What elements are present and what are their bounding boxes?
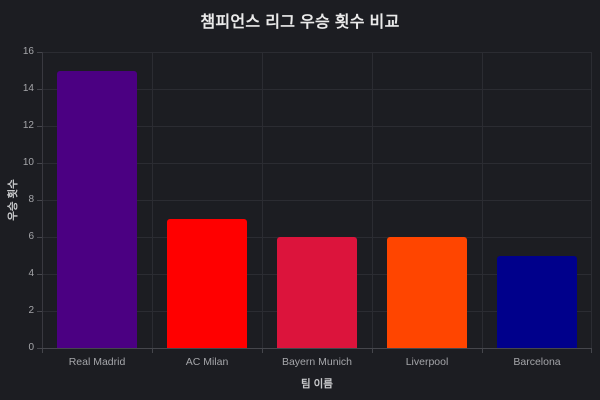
x-tick-mark [591, 349, 592, 353]
bar-liverpool [387, 237, 467, 348]
x-tick-label: Real Madrid [68, 356, 126, 368]
y-tick-mark [37, 89, 42, 90]
bar-ac-milan [167, 218, 247, 348]
x-tick-label: AC Milan [185, 356, 229, 368]
y-tick-mark [37, 311, 42, 312]
gridline-vertical [152, 52, 153, 348]
bar-bayern-munich [277, 237, 357, 348]
y-tick-label: 12 [22, 120, 34, 131]
gridline-horizontal [42, 52, 592, 53]
x-tick-mark [152, 349, 153, 353]
gridline-vertical [591, 52, 592, 348]
y-tick-label: 16 [22, 46, 34, 57]
gridline-horizontal [42, 163, 592, 164]
y-axis-line [42, 52, 43, 348]
plot-area: 0 2 4 6 8 10 12 14 16 Real Madrid AC Milan Bayern M… [23, 46, 592, 368]
gridline-horizontal [42, 126, 592, 127]
y-tick-label: 8 [28, 194, 34, 205]
bar-real-madrid [57, 70, 137, 348]
y-tick-label: 6 [28, 231, 34, 242]
y-tick-mark [37, 237, 42, 238]
gridline-vertical [482, 52, 483, 348]
y-tick-label: 4 [28, 268, 34, 279]
x-tick-label: Liverpool [405, 356, 449, 368]
x-tick-label: Bayern Munich [281, 356, 353, 368]
y-axis-title: 우승 횟수 [7, 179, 19, 221]
y-tick-mark [37, 52, 42, 53]
bar-barcelona [497, 255, 577, 348]
y-tick-label: 10 [22, 157, 34, 168]
x-tick-mark [42, 349, 43, 353]
y-tick-label: 2 [28, 305, 34, 316]
x-tick-mark [372, 349, 373, 353]
chart-title: 챔피언스 리그 우승 횟수 비교 [200, 14, 400, 31]
x-tick-mark [262, 349, 263, 353]
y-tick-label: 14 [22, 83, 34, 94]
y-tick-label: 0 [28, 342, 34, 353]
gridline-horizontal [42, 200, 592, 201]
gridline-horizontal [42, 89, 592, 90]
x-tick-mark [482, 349, 483, 353]
x-axis-line [42, 348, 592, 349]
gridline-vertical [372, 52, 373, 348]
y-tick-mark [37, 200, 42, 201]
y-tick-mark [37, 126, 42, 127]
x-axis-title: 팀 이름 [301, 378, 333, 390]
x-tick-label: Barcelona [513, 356, 561, 368]
y-tick-mark [37, 348, 42, 349]
y-tick-mark [37, 163, 42, 164]
y-tick-mark [37, 274, 42, 275]
gridline-vertical [262, 52, 263, 348]
